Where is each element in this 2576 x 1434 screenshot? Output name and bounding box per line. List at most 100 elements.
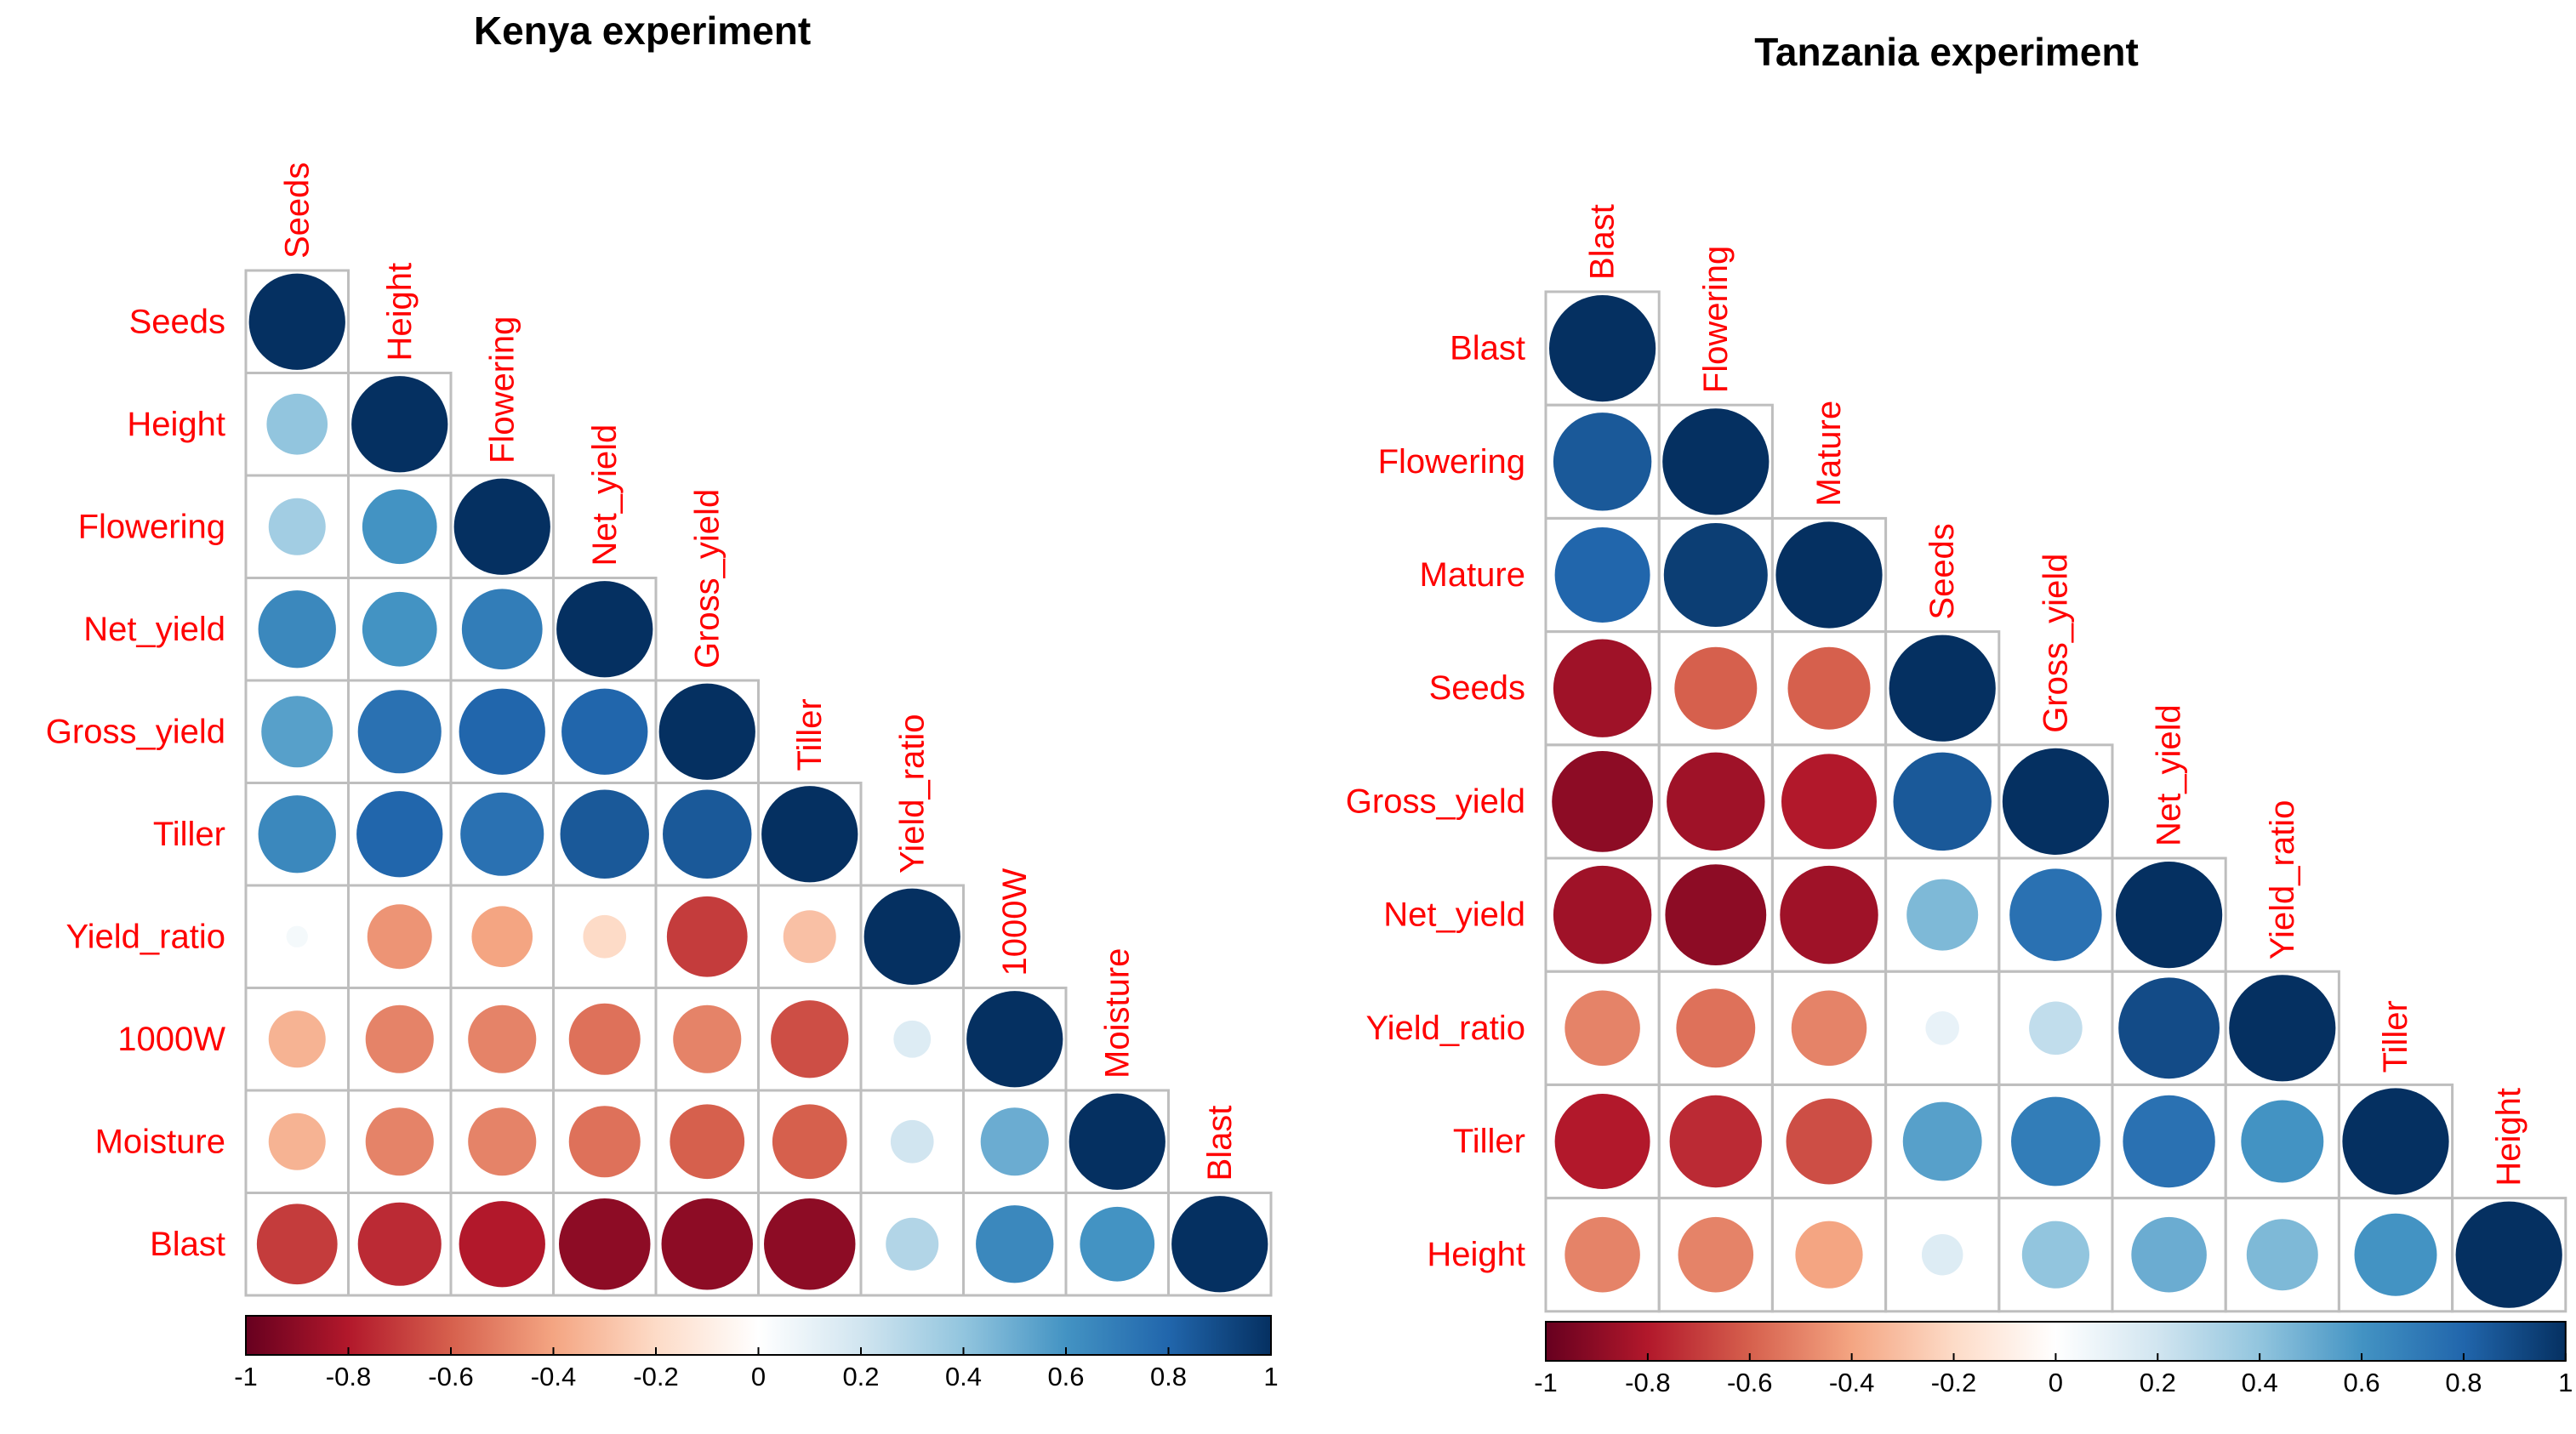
kenya-corr-circle-moisture-1000w bbox=[980, 1107, 1049, 1176]
tanzania-corr-circle-yield-ratio-net-yield bbox=[2118, 977, 2220, 1079]
tanzania-row-label-flowering: Flowering bbox=[1378, 443, 1525, 481]
kenya-corr-circle-gross-yield-net-yield bbox=[561, 688, 648, 775]
kenya-corr-circle-blast-moisture bbox=[1080, 1206, 1155, 1282]
kenya-corr-circle-net-yield-net-yield bbox=[556, 581, 653, 678]
tanzania-corr-circle-height-height bbox=[2455, 1201, 2562, 1308]
kenya-cell-border bbox=[1167, 1192, 1273, 1297]
kenya-colorbar-tick-label: 1 bbox=[1263, 1362, 1278, 1391]
tanzania-column-label-gross-yield: Gross_yield bbox=[2037, 554, 2074, 733]
tanzania-colorbar-tick-label: -0.2 bbox=[1931, 1368, 1976, 1397]
kenya-column-label-yield-ratio: Yield_ratio bbox=[893, 714, 931, 873]
kenya-corr-circle-yield-ratio-tiller bbox=[783, 910, 836, 964]
tanzania-row-label-tiller: Tiller bbox=[1453, 1123, 1525, 1160]
tanzania-corr-circle-tiller-net-yield bbox=[2123, 1095, 2215, 1188]
kenya-column-label-1000w: 1000W bbox=[996, 868, 1034, 976]
kenya-corr-circle-yield-ratio-gross-yield bbox=[666, 896, 748, 977]
tanzania-colorbar-tick-label: -0.4 bbox=[1829, 1368, 1874, 1397]
tanzania-colorbar-tick-label: 0.8 bbox=[2445, 1368, 2482, 1397]
kenya-corr-circle-blast-flowering bbox=[459, 1201, 545, 1288]
kenya-colorbar-tick-label: 0.8 bbox=[1150, 1362, 1187, 1391]
kenya-corr-circle-blast-seeds bbox=[256, 1204, 338, 1285]
tanzania-row-label-mature: Mature bbox=[1420, 556, 1526, 594]
kenya-correlation-panel: Kenya experiment Seeds Seeds Height Height F… bbox=[46, 9, 1279, 1391]
kenya-corr-circle-blast-net-yield bbox=[559, 1198, 651, 1290]
tanzania-corr-circle-seeds-mature bbox=[1787, 646, 1871, 730]
tanzania-column-label-seeds: Seeds bbox=[1923, 523, 1961, 619]
tanzania-colorbar-tick-label: -1 bbox=[1534, 1368, 1558, 1397]
tanzania-corr-circle-height-flowering bbox=[1678, 1216, 1754, 1293]
tanzania-corr-circle-net-yield-mature bbox=[1780, 865, 1878, 965]
tanzania-corr-circle-height-gross-yield bbox=[2021, 1221, 2089, 1289]
tanzania-colorbar-tick-label: 1 bbox=[2558, 1368, 2573, 1397]
tanzania-corr-circle-gross-yield-flowering bbox=[1667, 752, 1765, 851]
kenya-row-label-moisture: Moisture bbox=[95, 1123, 225, 1160]
tanzania-corr-circle-seeds-flowering bbox=[1674, 646, 1758, 730]
tanzania-corr-circle-flowering-flowering bbox=[1662, 408, 1770, 515]
tanzania-corr-circle-height-net-yield bbox=[2131, 1216, 2207, 1293]
kenya-corr-circle-tiller-flowering bbox=[460, 792, 544, 876]
kenya-corr-circle-yield-ratio-net-yield bbox=[583, 914, 627, 959]
kenya-colorbar-tick-label: -1 bbox=[234, 1362, 258, 1391]
tanzania-row-label-net-yield: Net_yield bbox=[1383, 896, 1525, 934]
tanzania-column-label-mature: Mature bbox=[1810, 401, 1848, 507]
kenya-colorbar-tick-label: 0 bbox=[751, 1362, 766, 1391]
kenya-corr-circle-blast-yield-ratio bbox=[886, 1217, 939, 1271]
kenya-corr-circle-1000w-seeds bbox=[268, 1010, 326, 1068]
kenya-column-label-height: Height bbox=[381, 263, 419, 361]
tanzania-column-label-net-yield: Net_yield bbox=[2151, 704, 2188, 846]
kenya-corr-circle-yield-ratio-yield-ratio bbox=[863, 888, 960, 985]
kenya-row-label-height: Height bbox=[127, 406, 225, 443]
tanzania-colorbar-tick-label: -0.8 bbox=[1625, 1368, 1670, 1397]
kenya-corr-circle-blast-1000w bbox=[976, 1205, 1054, 1283]
kenya-row-label-net-yield: Net_yield bbox=[83, 611, 225, 648]
kenya-title: Kenya experiment bbox=[474, 9, 811, 53]
kenya-corr-circle-gross-yield-gross-yield bbox=[658, 683, 755, 780]
kenya-corr-circle-height-seeds bbox=[266, 393, 328, 455]
tanzania-corr-circle-flowering-blast bbox=[1553, 413, 1652, 511]
kenya-row-label-blast: Blast bbox=[150, 1226, 225, 1263]
tanzania-column-label-blast: Blast bbox=[1584, 204, 1621, 280]
tanzania-corr-circle-height-blast bbox=[1564, 1216, 1640, 1293]
kenya-corr-circle-1000w-gross-yield bbox=[673, 1004, 742, 1073]
kenya-corr-circle-tiller-tiller bbox=[761, 786, 858, 883]
tanzania-corr-circle-mature-flowering bbox=[1663, 522, 1768, 628]
kenya-corr-circle-moisture-height bbox=[365, 1107, 434, 1176]
tanzania-corr-circle-height-yield-ratio bbox=[2246, 1219, 2318, 1291]
tanzania-corr-circle-tiller-gross-yield bbox=[2011, 1096, 2100, 1186]
kenya-corr-circle-1000w-height bbox=[365, 1004, 434, 1073]
tanzania-colorbar-tick-label: 0.6 bbox=[2343, 1368, 2379, 1397]
kenya-column-label-net-yield: Net_yield bbox=[586, 424, 624, 566]
kenya-colorbar-tick-label: 0.6 bbox=[1047, 1362, 1084, 1391]
tanzania-corr-circle-net-yield-blast bbox=[1553, 865, 1652, 965]
kenya-corr-circle-flowering-height bbox=[362, 489, 437, 565]
kenya-corr-circle-moisture-net-yield bbox=[568, 1106, 641, 1178]
kenya-corr-circle-tiller-net-yield bbox=[560, 789, 649, 879]
tanzania-colorbar-tick-label: 0 bbox=[2049, 1368, 2063, 1397]
tanzania-corr-circle-net-yield-gross-yield bbox=[2009, 868, 2102, 961]
tanzania-corr-circle-seeds-blast bbox=[1553, 639, 1652, 737]
tanzania-corr-circle-gross-yield-mature bbox=[1781, 754, 1877, 850]
kenya-corr-circle-blast-height bbox=[357, 1202, 442, 1286]
tanzania-corr-circle-mature-blast bbox=[1554, 527, 1650, 623]
kenya-corr-circle-yield-ratio-seeds bbox=[286, 925, 308, 947]
tanzania-corr-circle-gross-yield-blast bbox=[1552, 751, 1653, 852]
tanzania-colorbar-tick-label: 0.4 bbox=[2242, 1368, 2278, 1397]
kenya-colorbar-tick-label: -0.2 bbox=[633, 1362, 678, 1391]
kenya-row-label-flowering: Flowering bbox=[78, 508, 225, 545]
kenya-corr-circle-1000w-1000w bbox=[966, 991, 1063, 1088]
kenya-corr-circle-1000w-yield-ratio bbox=[893, 1020, 932, 1058]
kenya-row-label-gross-yield: Gross_yield bbox=[46, 713, 225, 750]
tanzania-corr-circle-tiller-yield-ratio bbox=[2241, 1100, 2324, 1183]
tanzania-colorbar-tick-label: 0.2 bbox=[2140, 1368, 2176, 1397]
tanzania-corr-circle-mature-mature bbox=[1775, 521, 1883, 629]
tanzania-corr-circle-height-mature bbox=[1795, 1221, 1863, 1289]
kenya-corr-circle-gross-yield-seeds bbox=[261, 696, 333, 768]
tanzania-row-label-yield-ratio: Yield_ratio bbox=[1365, 1010, 1525, 1047]
kenya-corr-circle-seeds-seeds bbox=[248, 273, 345, 370]
tanzania-corr-circle-net-yield-seeds bbox=[1906, 879, 1979, 951]
tanzania-colorbar-tick-label: -0.6 bbox=[1727, 1368, 1772, 1397]
tanzania-cell-border bbox=[2451, 1197, 2567, 1313]
kenya-corr-circle-moisture-flowering bbox=[468, 1107, 537, 1176]
kenya-colorbar-tick-label: -0.4 bbox=[531, 1362, 576, 1391]
